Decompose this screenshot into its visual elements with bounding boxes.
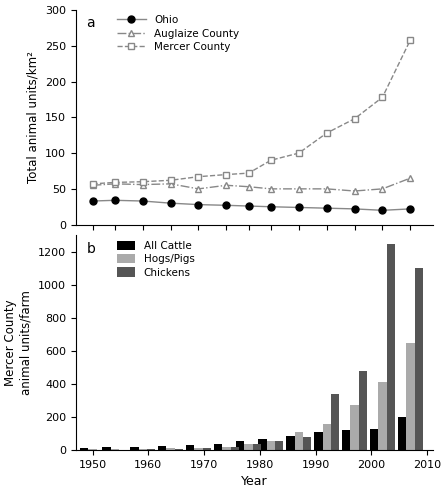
Bar xyxy=(331,394,339,450)
Text: b: b xyxy=(87,242,95,256)
Bar xyxy=(222,447,231,450)
Bar xyxy=(130,447,139,450)
Ohio xyxy=(408,206,413,212)
Auglaize County xyxy=(246,184,252,190)
Mercer County xyxy=(112,180,118,186)
Mercer County xyxy=(90,181,95,187)
Line: Mercer County: Mercer County xyxy=(89,36,414,188)
Bar xyxy=(102,447,111,450)
Bar xyxy=(214,444,222,450)
Auglaize County xyxy=(196,186,201,192)
Bar xyxy=(387,244,395,450)
Auglaize County xyxy=(324,186,329,192)
Mercer County xyxy=(196,174,201,180)
Bar xyxy=(175,448,183,450)
Bar xyxy=(351,406,359,450)
Auglaize County xyxy=(268,186,273,192)
Bar xyxy=(378,382,387,450)
Bar xyxy=(286,436,295,450)
Y-axis label: Total animal units/km²: Total animal units/km² xyxy=(26,52,39,184)
Ohio xyxy=(352,206,357,212)
Ohio xyxy=(224,202,229,208)
Ohio xyxy=(380,208,385,214)
Mercer County xyxy=(352,116,357,121)
Bar xyxy=(166,448,175,450)
Line: Ohio: Ohio xyxy=(89,197,414,214)
Ohio xyxy=(246,203,252,209)
Bar xyxy=(186,444,194,450)
Ohio xyxy=(196,202,201,207)
Bar xyxy=(231,446,239,450)
Bar xyxy=(80,448,88,450)
Bar xyxy=(258,440,267,450)
X-axis label: Year: Year xyxy=(241,476,268,488)
Auglaize County xyxy=(224,182,229,188)
Mercer County xyxy=(380,94,385,100)
Ohio xyxy=(324,205,329,211)
Auglaize County xyxy=(408,175,413,181)
Bar xyxy=(275,441,284,450)
Mercer County xyxy=(268,157,273,163)
Bar xyxy=(88,449,97,450)
Mercer County xyxy=(246,170,252,176)
Bar xyxy=(314,432,322,450)
Bar xyxy=(398,417,406,450)
Auglaize County xyxy=(380,186,385,192)
Bar xyxy=(295,432,303,450)
Mercer County xyxy=(168,178,173,184)
Mercer County xyxy=(296,150,301,156)
Bar xyxy=(147,449,155,450)
Bar xyxy=(194,448,202,450)
Bar xyxy=(139,448,147,450)
Bar xyxy=(406,342,414,450)
Bar xyxy=(414,268,423,450)
Bar xyxy=(111,449,119,450)
Auglaize County xyxy=(168,181,173,187)
Bar xyxy=(202,448,211,450)
Legend: Ohio, Auglaize County, Mercer County: Ohio, Auglaize County, Mercer County xyxy=(117,15,240,52)
Ohio xyxy=(296,204,301,210)
Ohio xyxy=(90,198,95,204)
Text: a: a xyxy=(87,16,95,30)
Auglaize County xyxy=(352,188,357,194)
Ohio xyxy=(268,204,273,210)
Mercer County xyxy=(324,130,329,136)
Auglaize County xyxy=(296,186,301,192)
Bar xyxy=(359,371,367,450)
Mercer County xyxy=(140,178,145,184)
Bar xyxy=(303,437,311,450)
Bar xyxy=(322,424,331,450)
Bar xyxy=(244,444,253,450)
Bar xyxy=(267,441,275,450)
Bar xyxy=(158,446,166,450)
Auglaize County xyxy=(112,181,118,187)
Bar xyxy=(236,441,244,450)
Bar xyxy=(370,430,378,450)
Auglaize County xyxy=(90,182,95,188)
Line: Auglaize County: Auglaize County xyxy=(89,174,414,195)
Bar xyxy=(253,444,261,450)
Bar xyxy=(342,430,351,450)
Ohio xyxy=(112,198,118,203)
Ohio xyxy=(168,200,173,206)
Legend: All Cattle, Hogs/Pigs, Chickens: All Cattle, Hogs/Pigs, Chickens xyxy=(117,240,194,278)
Ohio xyxy=(140,198,145,204)
Mercer County xyxy=(224,172,229,177)
Mercer County xyxy=(408,37,413,43)
Auglaize County xyxy=(140,182,145,188)
Y-axis label: Mercer County
animal units/farm: Mercer County animal units/farm xyxy=(4,290,33,395)
